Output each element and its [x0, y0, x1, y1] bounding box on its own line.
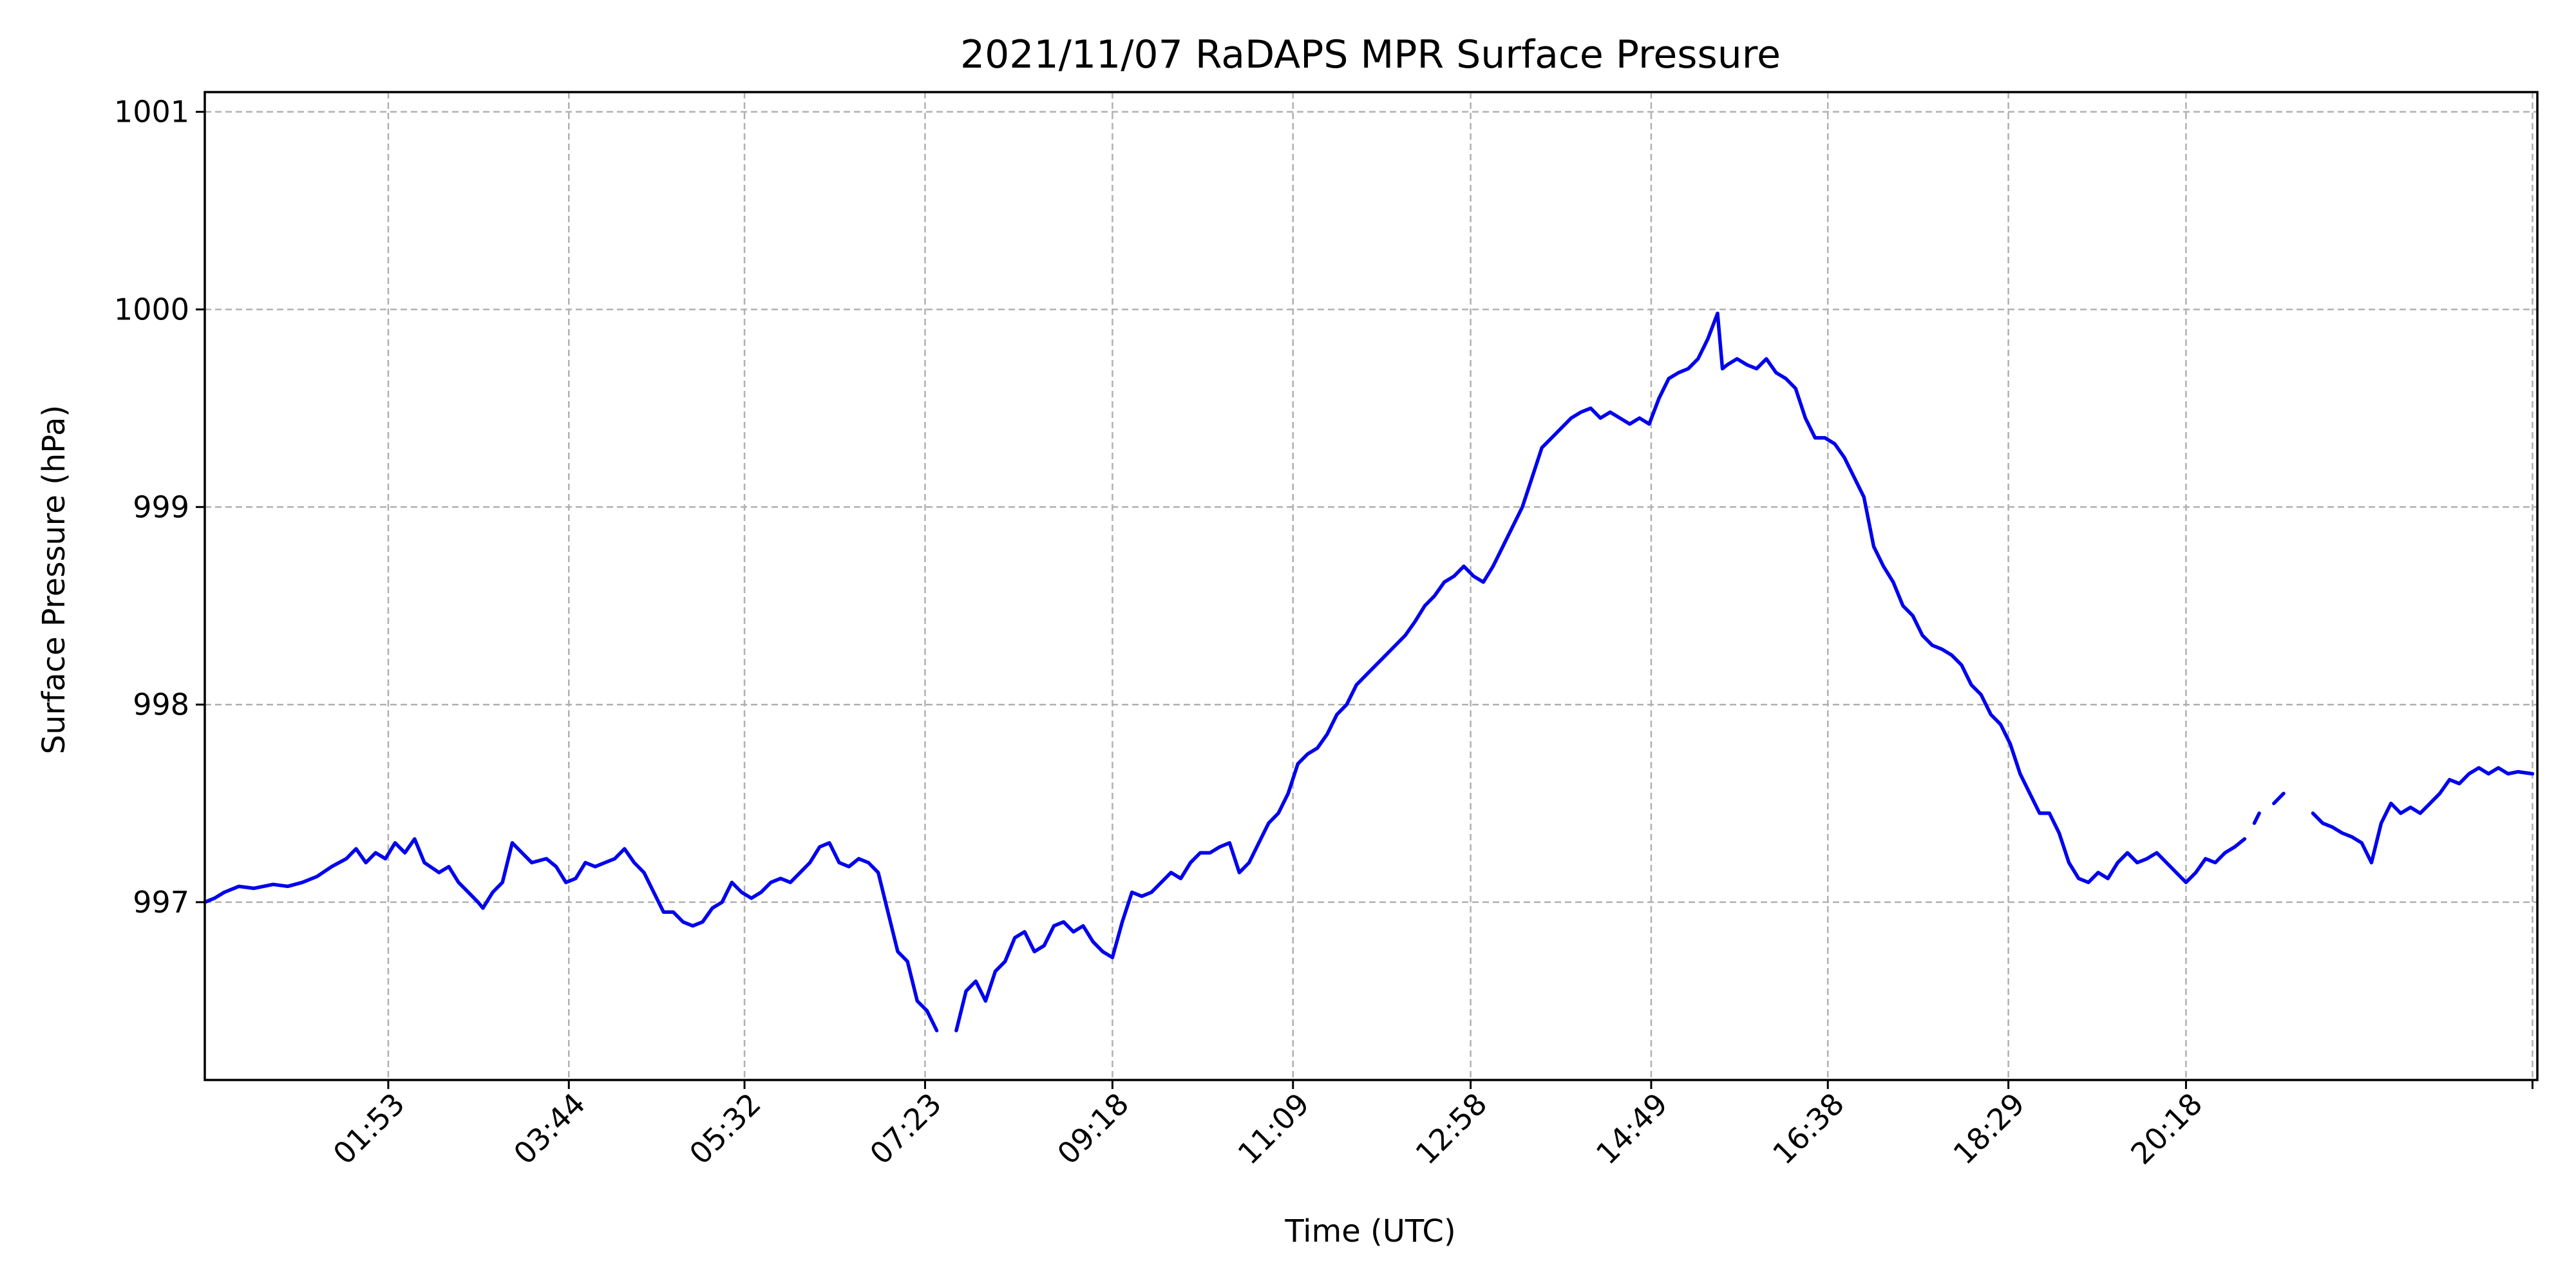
chart-title: 2021/11/07 RaDAPS MPR Surface Pressure — [960, 32, 1781, 77]
data-series-line — [203, 311, 2535, 1033]
plot-area-frame — [204, 91, 2539, 1081]
y-axis-title: Surface Pressure (hPa) — [36, 405, 72, 754]
pressure-line-segment — [954, 311, 2247, 1033]
y-tick-label: 1001 — [114, 95, 189, 129]
grid-lines — [205, 92, 2537, 1080]
y-tick-label: 998 — [133, 687, 189, 722]
pressure-line-segment — [2311, 766, 2535, 865]
pressure-line-segment — [2272, 791, 2286, 806]
y-axis-ticks: 997 998 999 1000 1001 — [114, 95, 205, 920]
y-tick-label: 997 — [133, 885, 189, 920]
x-axis-title: Time (UTC) — [1284, 1213, 1455, 1249]
y-tick-label: 1000 — [114, 292, 189, 327]
y-tick-label: 999 — [133, 489, 189, 524]
pressure-line-segment — [203, 837, 939, 1033]
pressure-line-segment — [2252, 811, 2261, 825]
